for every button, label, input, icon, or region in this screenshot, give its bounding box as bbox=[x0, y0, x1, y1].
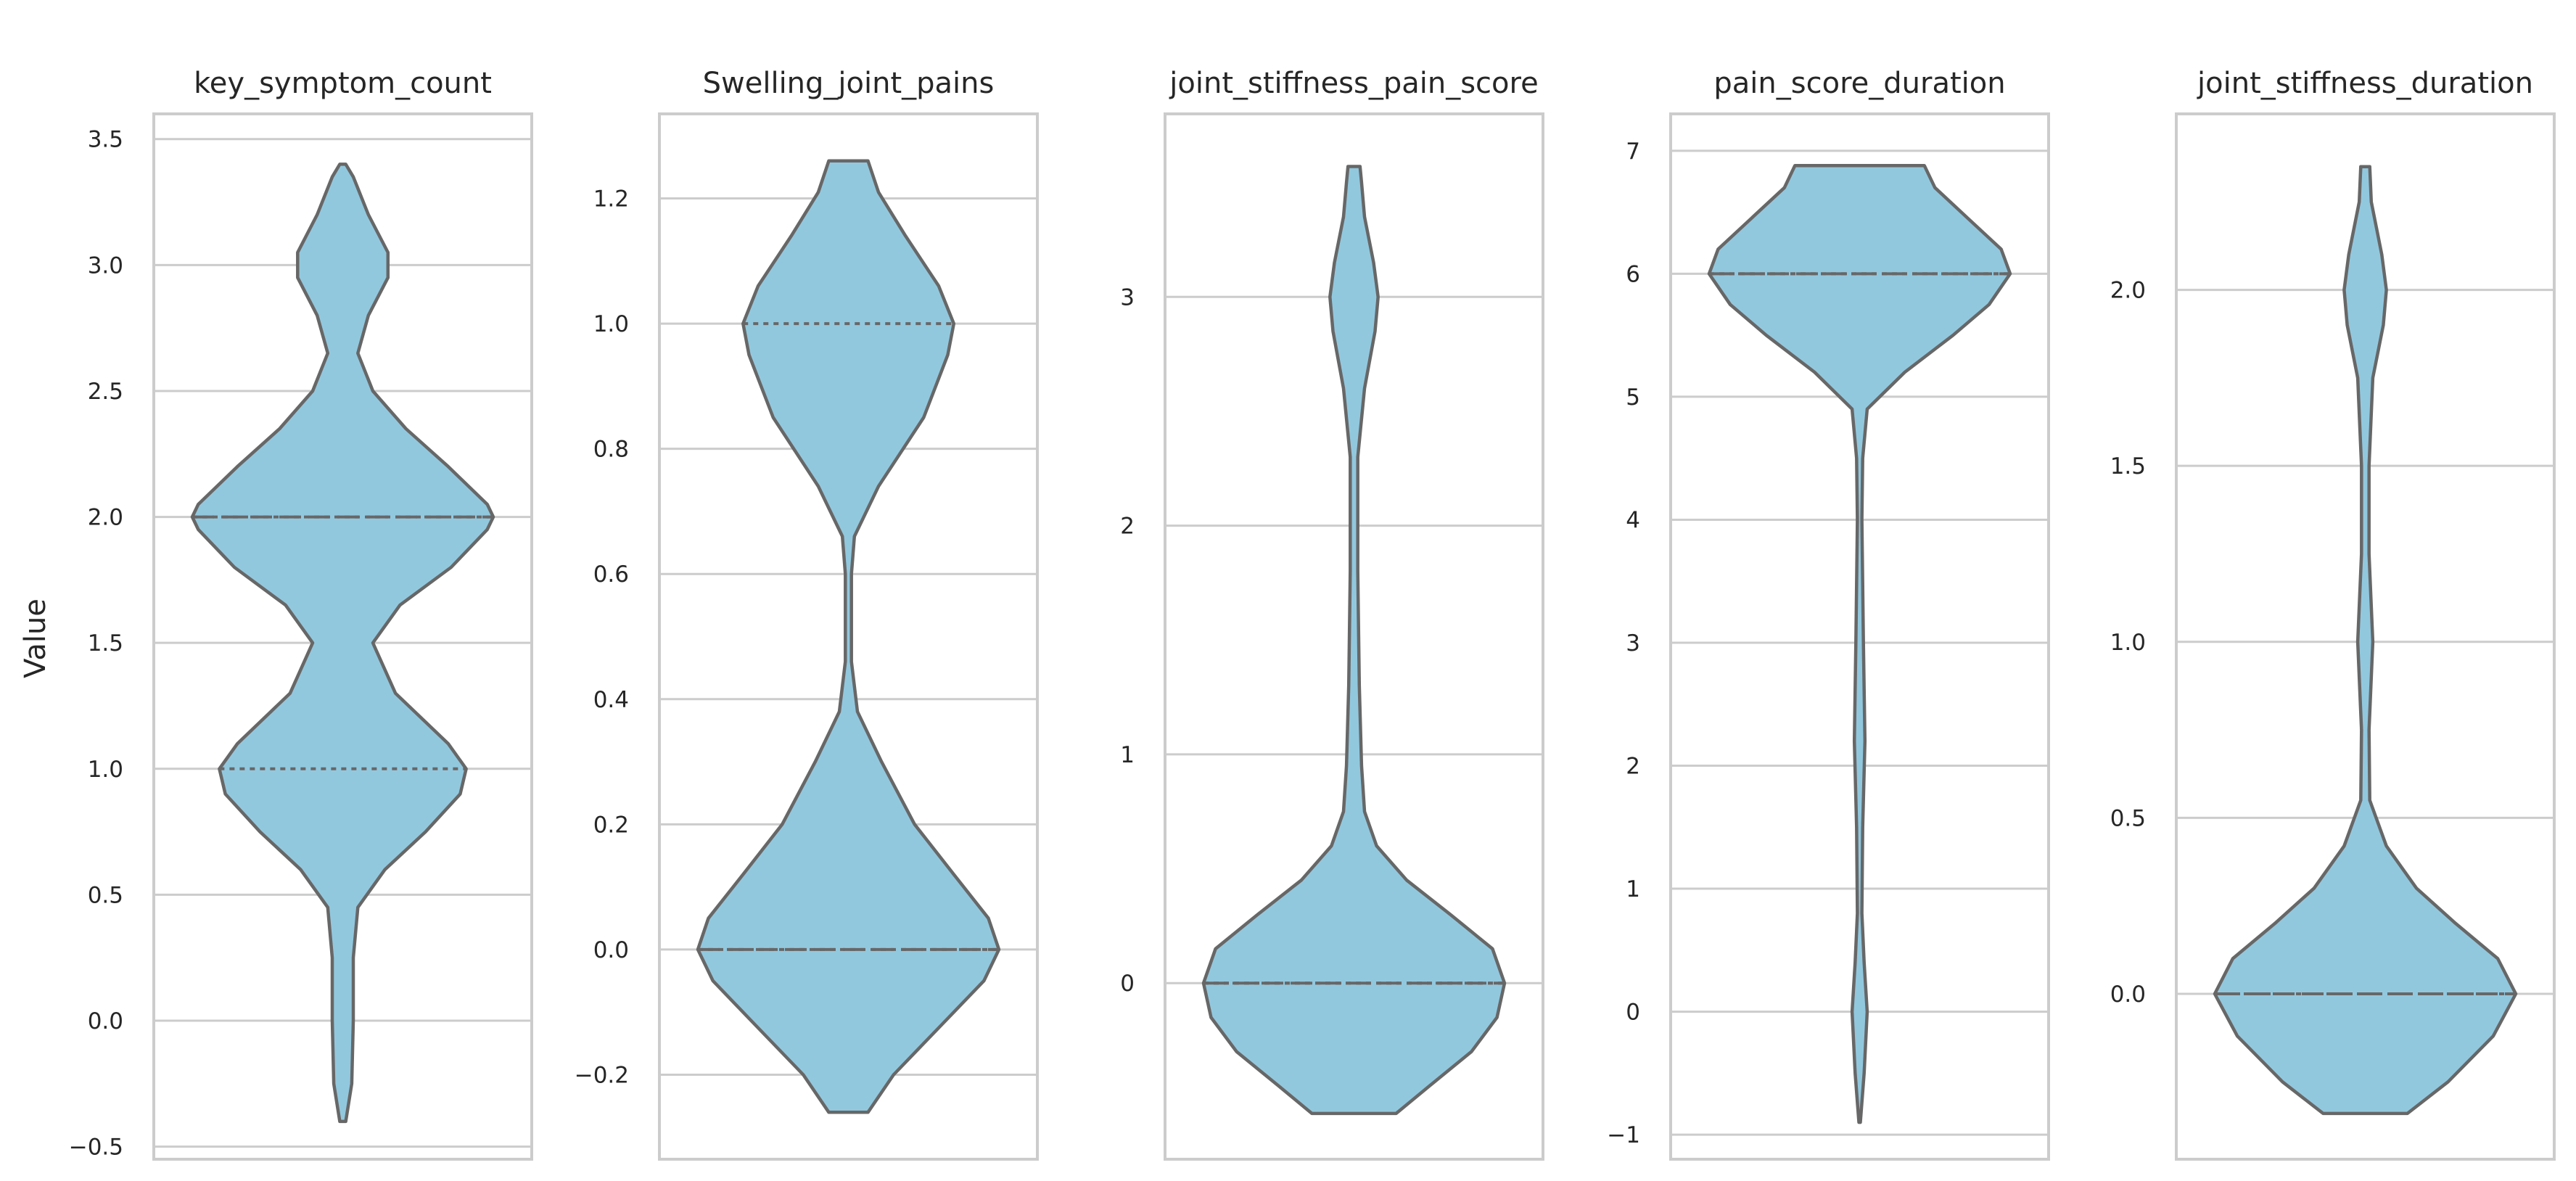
y-tick-label: 0 bbox=[1626, 1000, 1640, 1026]
y-tick-label: 0.8 bbox=[593, 437, 629, 463]
y-tick-label: 0.5 bbox=[2110, 805, 2146, 831]
panel-title: Swelling_joint_pains bbox=[703, 67, 995, 100]
violin-body bbox=[1707, 163, 2012, 1124]
y-tick-label: 1.0 bbox=[593, 311, 629, 337]
y-tick-label: 0.2 bbox=[593, 812, 629, 838]
y-tick-label: 3 bbox=[1626, 630, 1640, 657]
y-tick-label: 2 bbox=[1120, 514, 1135, 540]
violin-body bbox=[696, 159, 1001, 1114]
y-tick-label: −0.2 bbox=[575, 1063, 629, 1089]
y-tick-label: 1.0 bbox=[2110, 630, 2146, 656]
y-tick-label: 2.0 bbox=[88, 505, 123, 531]
y-tick-label: 1 bbox=[1626, 876, 1640, 902]
y-tick-label: 0.4 bbox=[593, 687, 629, 713]
y-tick-label: −0.5 bbox=[69, 1135, 123, 1161]
y-tick-label: 0.0 bbox=[593, 937, 629, 963]
y-tick-label: 1 bbox=[1120, 742, 1135, 768]
violin-panels: key_symptom_count −0.5 0.0 0.5 1.0 1.5 2.0 2.5 3… bbox=[69, 67, 2556, 1161]
y-tick-label: 5 bbox=[1626, 384, 1640, 411]
panel-frame bbox=[152, 112, 533, 1161]
y-tick-label: 6 bbox=[1626, 261, 1640, 287]
y-tick-label: 2.0 bbox=[2110, 278, 2146, 304]
y-tick-label: −1 bbox=[1607, 1122, 1640, 1148]
y-tick-label: 1.5 bbox=[2110, 453, 2146, 480]
panel-frame bbox=[1669, 112, 2050, 1161]
panel-title: joint_stiffness_pain_score bbox=[1169, 67, 1538, 100]
y-tick-label: 3.5 bbox=[88, 127, 123, 153]
y-tick-label: 0.6 bbox=[593, 561, 629, 588]
violin-panel: key_symptom_count −0.5 0.0 0.5 1.0 1.5 2.0 2.5 3… bbox=[69, 67, 533, 1161]
y-tick-label: 1.2 bbox=[593, 186, 629, 212]
y-tick-label: 3.0 bbox=[88, 252, 123, 279]
panel-frame bbox=[2175, 112, 2556, 1161]
y-tick-label: 0.5 bbox=[88, 882, 123, 908]
violin-panel: joint_stiffness_duration 0.0 0.5 1.0 1.5 2.0 bbox=[2110, 67, 2556, 1161]
panel-title: joint_stiffness_duration bbox=[2197, 67, 2533, 100]
y-tick-label: 0 bbox=[1120, 971, 1135, 997]
panel-frame bbox=[658, 112, 1039, 1161]
y-tick-label: 1.5 bbox=[88, 630, 123, 657]
violin-body bbox=[1201, 165, 1507, 1116]
y-tick-label: 0.0 bbox=[88, 1008, 123, 1034]
y-tick-label: 2.5 bbox=[88, 379, 123, 405]
y-tick-label: 7 bbox=[1626, 139, 1640, 165]
panel-title: key_symptom_count bbox=[194, 67, 492, 100]
violin-panel: pain_score_duration −1 0 1 2 3 4 5 6 7 bbox=[1607, 67, 2050, 1161]
panel-title: pain_score_duration bbox=[1713, 67, 2005, 100]
y-axis-label: Value bbox=[19, 598, 52, 678]
y-tick-label: 3 bbox=[1120, 284, 1135, 310]
y-tick-label: 4 bbox=[1626, 507, 1640, 533]
y-tick-label: 0.0 bbox=[2110, 982, 2146, 1008]
panel-frame bbox=[1164, 112, 1544, 1161]
y-tick-label: 2 bbox=[1626, 754, 1640, 780]
violin-panel: Swelling_joint_pains −0.2 0.0 0.2 0.4 0.6 0.8 1… bbox=[575, 67, 1039, 1161]
violin-panel: joint_stiffness_pain_score 0 1 2 3 bbox=[1120, 67, 1544, 1161]
violin-body bbox=[2213, 165, 2518, 1116]
y-tick-label: 1.0 bbox=[88, 757, 123, 783]
